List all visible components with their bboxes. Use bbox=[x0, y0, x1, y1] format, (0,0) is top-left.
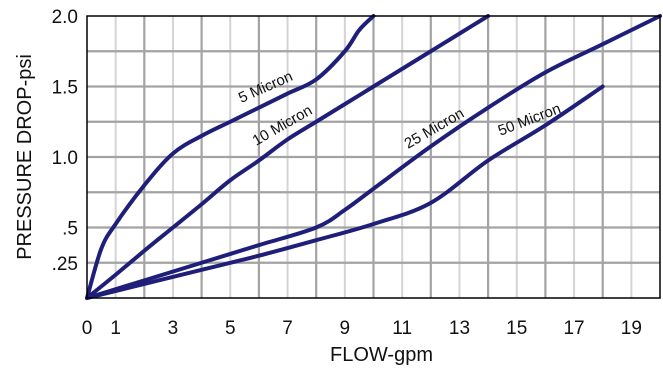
series-line-2 bbox=[85, 14, 662, 300]
x-tick-label: 9 bbox=[340, 318, 351, 339]
x-tick-label: 15 bbox=[506, 318, 527, 339]
y-tick-label: 1.5 bbox=[52, 78, 78, 99]
y-tick-labels: .25 .5 1.0 1.5 2.0 bbox=[52, 7, 78, 275]
y-tick-label: .25 bbox=[52, 254, 78, 275]
series-label-0: 5 Micron bbox=[236, 68, 295, 107]
y-tick-label: 2.0 bbox=[52, 7, 78, 28]
series-line-0 bbox=[85, 14, 376, 300]
x-tick-label: 17 bbox=[563, 318, 584, 339]
x-tick-label: 3 bbox=[168, 318, 179, 339]
x-tick-label: 11 bbox=[392, 318, 412, 339]
y-tick-label: .5 bbox=[62, 219, 78, 240]
series-lines bbox=[85, 14, 662, 300]
x-tick-labels: 0 1 3 5 7 9 11 13 15 17 19 bbox=[82, 318, 642, 339]
x-axis-label: FLOW-gpm bbox=[330, 344, 433, 366]
x-tick-label: 13 bbox=[449, 318, 470, 339]
series-line-1 bbox=[85, 14, 491, 300]
x-tick-label: 5 bbox=[225, 318, 236, 339]
y-axis-label: PRESSURE DROP-psi bbox=[14, 54, 36, 260]
x-tick-label: 1 bbox=[110, 318, 121, 339]
series-line-3 bbox=[85, 84, 605, 300]
x-tick-label: 19 bbox=[621, 318, 642, 339]
x-tick-label: 7 bbox=[282, 318, 293, 339]
plot-frame bbox=[86, 15, 661, 299]
y-tick-label: 1.0 bbox=[52, 148, 78, 169]
x-tick-label: 0 bbox=[82, 318, 93, 339]
